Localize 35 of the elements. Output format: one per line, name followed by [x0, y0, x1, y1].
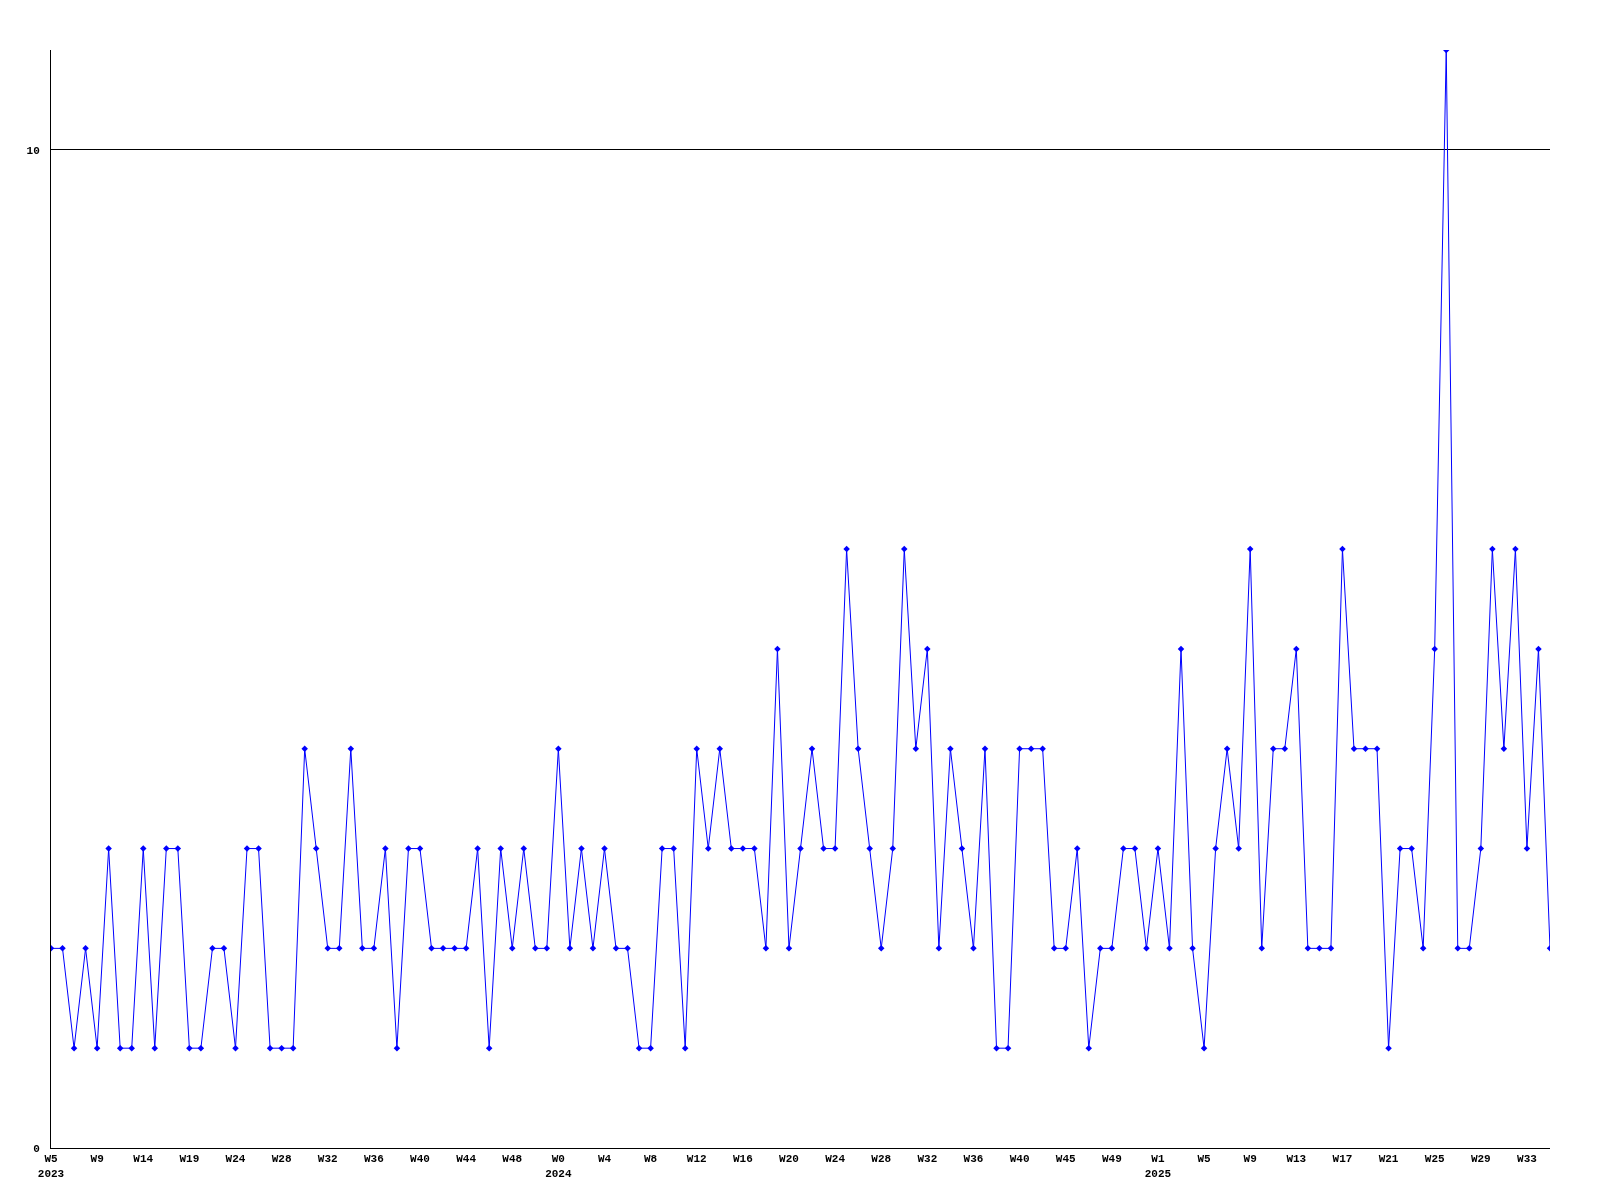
x-tick-label: W36	[963, 1153, 984, 1166]
x-tick-label: W9	[1243, 1153, 1257, 1166]
x-tick-label: W44	[456, 1153, 477, 1166]
x-tick-label: W49	[1101, 1153, 1122, 1166]
x-tick-label: W20	[779, 1153, 799, 1166]
x-tick-label: W25	[1424, 1153, 1445, 1166]
x-tick-label: W48	[502, 1153, 523, 1166]
x-tick-label: W16	[732, 1153, 753, 1166]
x-tick-label: W45	[1055, 1153, 1077, 1166]
x-tick-label: W4	[597, 1153, 612, 1166]
x-tick-label: W1 2025	[1144, 1153, 1172, 1180]
x-tick-label: W40	[1009, 1153, 1030, 1166]
x-tick-label: W24	[825, 1153, 846, 1166]
x-tick-label: W36	[363, 1153, 384, 1166]
x-tick-label: W13	[1286, 1153, 1307, 1166]
x-tick-label: W24	[225, 1153, 246, 1166]
x-tick-label: W21	[1378, 1153, 1399, 1166]
x-tick-label: W12	[686, 1153, 707, 1166]
x-tick-label: W14	[133, 1153, 154, 1166]
x-tick-label: W0 2024	[545, 1153, 572, 1180]
x-tick-label: W28	[871, 1153, 892, 1166]
x-tick-label: W40	[410, 1153, 430, 1166]
x-tick-label: W5 2023	[37, 1153, 65, 1180]
y-tick-label: 10	[26, 144, 40, 157]
x-tick-label: W9	[90, 1153, 104, 1166]
x-tick-label: W33	[1517, 1153, 1538, 1166]
x-tick-label: W32	[917, 1153, 938, 1166]
x-tick-label: W19	[179, 1153, 200, 1166]
x-tick-label: W28	[271, 1153, 292, 1166]
x-tick-label: W5	[1197, 1153, 1212, 1166]
x-tick-label: W17	[1332, 1153, 1353, 1166]
x-tick-label: W29	[1470, 1153, 1491, 1166]
x-tick-label: W8	[644, 1153, 658, 1166]
x-tick-label: W32	[317, 1153, 338, 1166]
y-tick-label: 0	[33, 1142, 40, 1155]
